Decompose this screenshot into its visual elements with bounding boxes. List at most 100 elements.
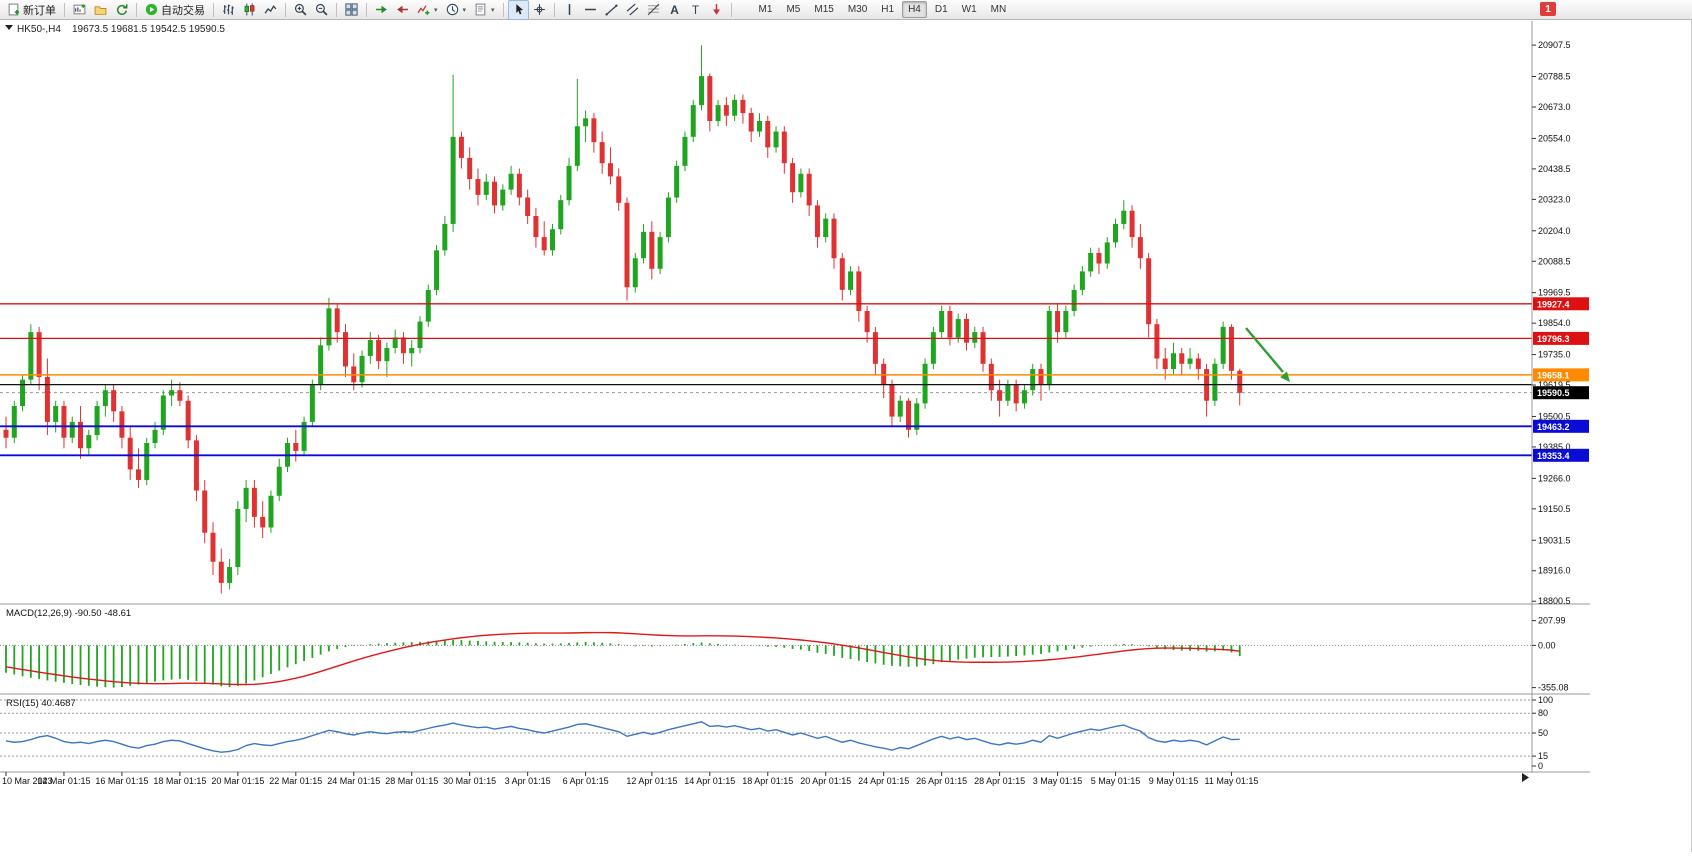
templates-icon — [474, 3, 487, 16]
new-order-icon — [7, 3, 20, 16]
toolbar-separator — [553, 2, 555, 17]
macd-axis-label: -355.08 — [1538, 683, 1569, 693]
horizontal-line-button[interactable] — [580, 0, 601, 20]
rsi-panel[interactable]: RSI(15) 40.4687 100 80 50 150 — [0, 695, 1553, 771]
trendline-button[interactable] — [601, 0, 622, 20]
time-axis-label: 18 Mar 01:15 — [153, 776, 206, 786]
profiles-button[interactable] — [90, 0, 111, 20]
chart-title: HK50-,H4 19673.5 19681.5 19542.5 19590.5 — [5, 24, 225, 35]
toolbar-separator — [285, 2, 286, 17]
price-axis-label: 20907.5 — [1538, 40, 1571, 50]
toolbar-separator — [366, 2, 367, 17]
price-axis-label: 20438.5 — [1538, 164, 1571, 174]
chart-shift-button[interactable] — [392, 0, 413, 20]
time-axis-label: 28 Mar 01:15 — [385, 776, 438, 786]
periods-button[interactable]: ▾ — [442, 0, 471, 20]
trend-arrow[interactable] — [1245, 327, 1290, 382]
price-axis[interactable]: 19927.4 19796.3 19658.1 19463.2 19353.4 19590… — [1532, 40, 1589, 606]
new-chart-icon — [73, 3, 86, 16]
price-badge — [1533, 368, 1589, 382]
toolbar-separator — [213, 2, 214, 17]
new-chart-button[interactable] — [69, 0, 90, 20]
auto-scroll-button[interactable] — [371, 0, 392, 20]
templates-button[interactable]: ▾ — [470, 0, 499, 20]
macd-panel[interactable]: MACD(12,26,9) -90.50 -48.61 207.99 0.00 -35… — [0, 608, 1569, 693]
text-button[interactable]: A — [664, 0, 685, 20]
line-chart-button[interactable] — [260, 0, 281, 20]
vertical-line-button[interactable] — [559, 0, 580, 20]
autotrading-button[interactable]: 自动交易 — [141, 0, 209, 20]
price-axis-label: 19385.0 — [1538, 442, 1571, 452]
indicators-icon — [417, 3, 430, 16]
time-axis-label: 20 Apr 01:15 — [800, 776, 851, 786]
price-axis-label: 19031.5 — [1538, 535, 1571, 545]
price-axis-label: 19266.0 — [1538, 473, 1571, 483]
timeframe-button-D1[interactable]: D1 — [934, 4, 948, 15]
price-axis-label: 20788.5 — [1538, 72, 1571, 82]
chevron-down-icon: ▾ — [462, 6, 467, 14]
timeframe-button-H4[interactable]: H4 — [902, 1, 927, 18]
vertical-line-icon — [563, 3, 576, 16]
price-badge — [1533, 419, 1589, 433]
timeframe-button-MN[interactable]: MN — [990, 4, 1007, 15]
time-axis-label: 3 May 01:15 — [1033, 776, 1083, 786]
price-axis-label: 20323.0 — [1538, 194, 1571, 204]
cursor-button[interactable] — [507, 0, 529, 20]
toolbar-separator — [64, 2, 65, 17]
svg-text:19590.5: 19590.5 — [1537, 388, 1570, 398]
time-axis-label: 11 May 01:15 — [1205, 776, 1259, 786]
collapse-triangle-icon[interactable] — [5, 25, 13, 30]
macd-axis-label: 207.99 — [1538, 616, 1566, 626]
autotrading-icon — [145, 3, 158, 16]
time-axis-label: 10 Mar 2023 — [2, 776, 53, 786]
price-axis-label: 19854.0 — [1538, 318, 1571, 328]
timeframe-button-M1[interactable]: M1 — [758, 4, 773, 15]
ohlc-readout: 19673.5 19681.5 19542.5 19590.5 — [72, 24, 225, 35]
zoom-in-icon — [294, 3, 307, 16]
new-order-button[interactable]: 新订单 — [3, 0, 60, 20]
rsi-axis-label: 15 — [1538, 751, 1548, 761]
time-axis-label: 3 Apr 01:15 — [505, 776, 551, 786]
chevron-down-icon: ▾ — [491, 6, 495, 14]
arrows-button[interactable] — [706, 0, 727, 20]
timeframe-button-M5[interactable]: M5 — [786, 4, 801, 15]
price-axis-label: 20204.0 — [1538, 226, 1571, 236]
indicators-button[interactable]: ▾ — [413, 0, 442, 20]
zoom-out-icon — [315, 3, 328, 16]
refresh-button[interactable] — [111, 0, 132, 20]
text-label-button[interactable]: T — [685, 0, 706, 20]
line-chart-icon — [264, 3, 277, 16]
cursor-icon — [512, 3, 525, 16]
tile-windows-icon — [345, 3, 358, 16]
tile-windows-button[interactable] — [341, 0, 362, 20]
svg-text:19658.1: 19658.1 — [1537, 370, 1570, 380]
timeframe-button-H1[interactable]: H1 — [881, 4, 895, 15]
timeframe-button-W1[interactable]: W1 — [961, 4, 977, 15]
time-axis-label: 28 Apr 01:15 — [974, 776, 1025, 786]
svg-text:A: A — [670, 3, 679, 16]
notification-badge[interactable]: 1 — [1540, 2, 1556, 16]
price-axis-label: 20554.0 — [1538, 133, 1571, 143]
main-chart-panel[interactable] — [0, 45, 1532, 594]
timeframe-button-M15[interactable]: M15 — [814, 4, 834, 15]
time-axis-label: 20 Mar 01:15 — [211, 776, 264, 786]
price-badge — [1533, 448, 1589, 462]
bar-chart-button[interactable] — [218, 0, 239, 20]
candlestick-button[interactable] — [239, 0, 260, 20]
time-axis-label: 9 May 01:15 — [1149, 776, 1199, 786]
zoom-out-button[interactable] — [311, 0, 332, 20]
chart-shift-icon — [396, 3, 409, 16]
channel-button[interactable] — [622, 0, 643, 20]
crosshair-button[interactable] — [529, 0, 550, 20]
chevron-down-icon: ▾ — [434, 6, 438, 14]
price-badge — [1533, 386, 1589, 400]
timeframe-button-M30[interactable]: M30 — [847, 4, 868, 15]
fibonacci-button[interactable] — [643, 0, 664, 20]
price-axis-label: 19619.5 — [1538, 380, 1571, 390]
zoom-in-button[interactable] — [290, 0, 311, 20]
timeframe-switcher: M1 M5 M15 M30 H1 H4 D1 W1 MN — [752, 1, 1014, 18]
symbol-period-label: HK50-,H4 — [17, 24, 61, 35]
